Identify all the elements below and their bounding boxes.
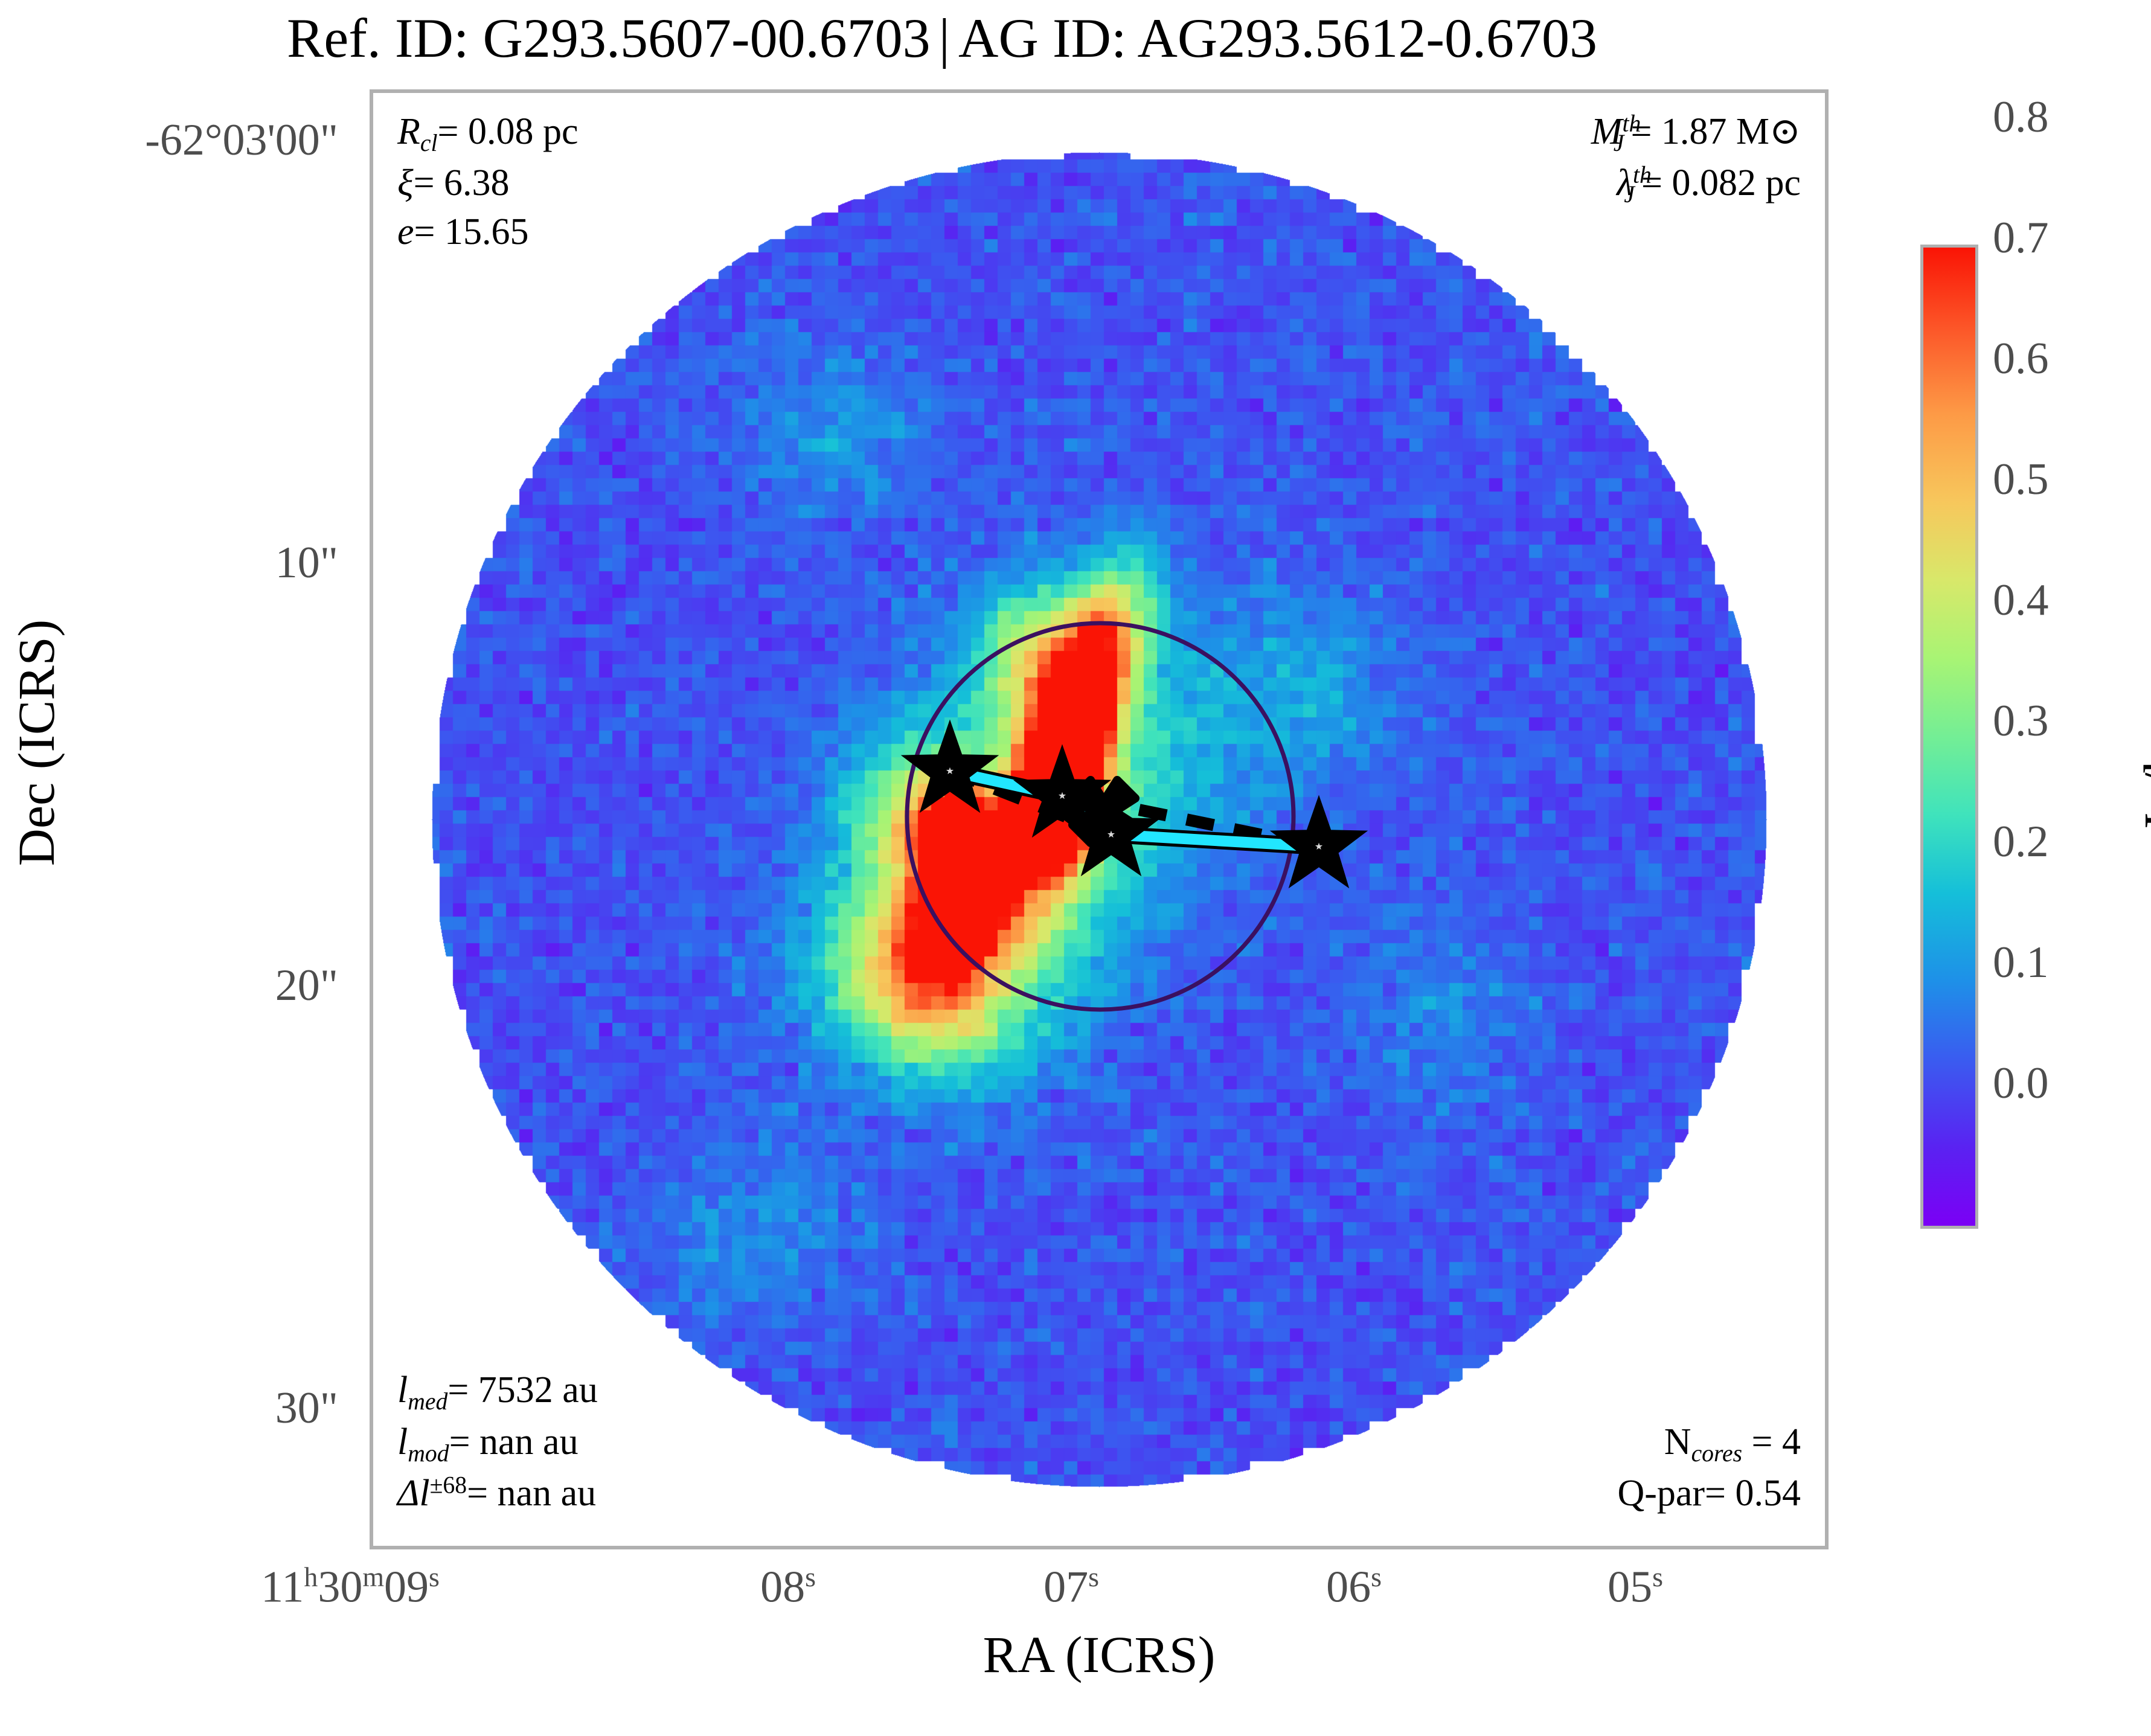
cbar-tick-5: 0.3 — [1993, 696, 2049, 746]
cbar-tick-4: 0.4 — [1993, 575, 2049, 625]
cbar-tick-7: 0.1 — [1993, 938, 2049, 987]
colorbar-gradient — [1923, 248, 1975, 1226]
xtick-label-4: 05s — [1608, 1561, 1663, 1612]
annotation-top-right: MthJ = 1.87 M⊙ λthJ = 0.082 pc — [1591, 107, 1801, 211]
figure-title: Ref. ID: G293.5607-00.6703 | AG ID: AG293.… — [0, 6, 1884, 70]
anno-ncores: Ncores = 4 — [1664, 1421, 1801, 1467]
x-axis-title: RA (ICRS) — [983, 1625, 1216, 1683]
ytick-label-0: -62°03'00" — [145, 115, 338, 165]
annotation-top-left: Rcl= 0.08 pc ξ= 6.38 e= 15.65 — [397, 107, 579, 257]
anno-xi: ξ= 6.38 — [397, 162, 510, 204]
image-axes[interactable]: Rcl= 0.08 pc ξ= 6.38 e= 15.65 MthJ = 1.87… — [370, 89, 1829, 1549]
title-separator: | — [938, 7, 950, 69]
anno-jeans-length: λthJ = 0.082 pc — [1617, 161, 1801, 208]
xtick-label-2: 07s — [1043, 1561, 1099, 1612]
cbar-tick-8: 0.0 — [1993, 1059, 2049, 1108]
colorbar[interactable] — [1920, 245, 1978, 1229]
xtick-label-1: 08s — [760, 1561, 816, 1612]
cbar-tick-2: 0.6 — [1993, 334, 2049, 383]
anno-qpar: Q-par= 0.54 — [1617, 1473, 1801, 1514]
anno-lmod: lmod= nan au — [397, 1421, 579, 1467]
annotation-bottom-left: lmed= 7532 au lmod= nan au Δl±68= nan au — [397, 1366, 598, 1518]
ytick-label-3: 30" — [275, 1383, 338, 1433]
plot-clip — [373, 93, 1825, 1546]
continuum-emission-map — [373, 93, 1825, 1546]
cbar-tick-6: 0.2 — [1993, 817, 2049, 866]
xtick-label-0: 11h30m09s — [261, 1561, 440, 1612]
xtick-label-3: 06s — [1326, 1561, 1382, 1612]
title-ag-id: AG ID: AG293.5612-0.6703 — [958, 7, 1597, 69]
anno-lmed: lmed= 7532 au — [397, 1369, 598, 1415]
ytick-label-1: 10" — [275, 538, 338, 588]
anno-jeans-mass: MthJ = 1.87 M⊙ — [1591, 110, 1801, 156]
anno-rcl: Rcl= 0.08 pc — [397, 111, 579, 156]
cbar-tick-3: 0.5 — [1993, 455, 2049, 504]
colorbar-unit-label: mJy/beam — [2133, 660, 2151, 874]
cbar-tick-1: 0.7 — [1993, 213, 2049, 263]
title-ref-id: Ref. ID: G293.5607-00.6703 — [287, 7, 931, 69]
anno-dl68: Δl±68= nan au — [397, 1472, 597, 1514]
anno-e: e= 15.65 — [397, 211, 529, 253]
annotation-bottom-right: Ncores = 4 Q-par= 0.54 — [1617, 1418, 1801, 1518]
y-axis-title: Dec (ICRS) — [7, 619, 65, 866]
cbar-tick-0: 0.8 — [1993, 92, 2049, 142]
ytick-label-2: 20" — [275, 961, 338, 1010]
